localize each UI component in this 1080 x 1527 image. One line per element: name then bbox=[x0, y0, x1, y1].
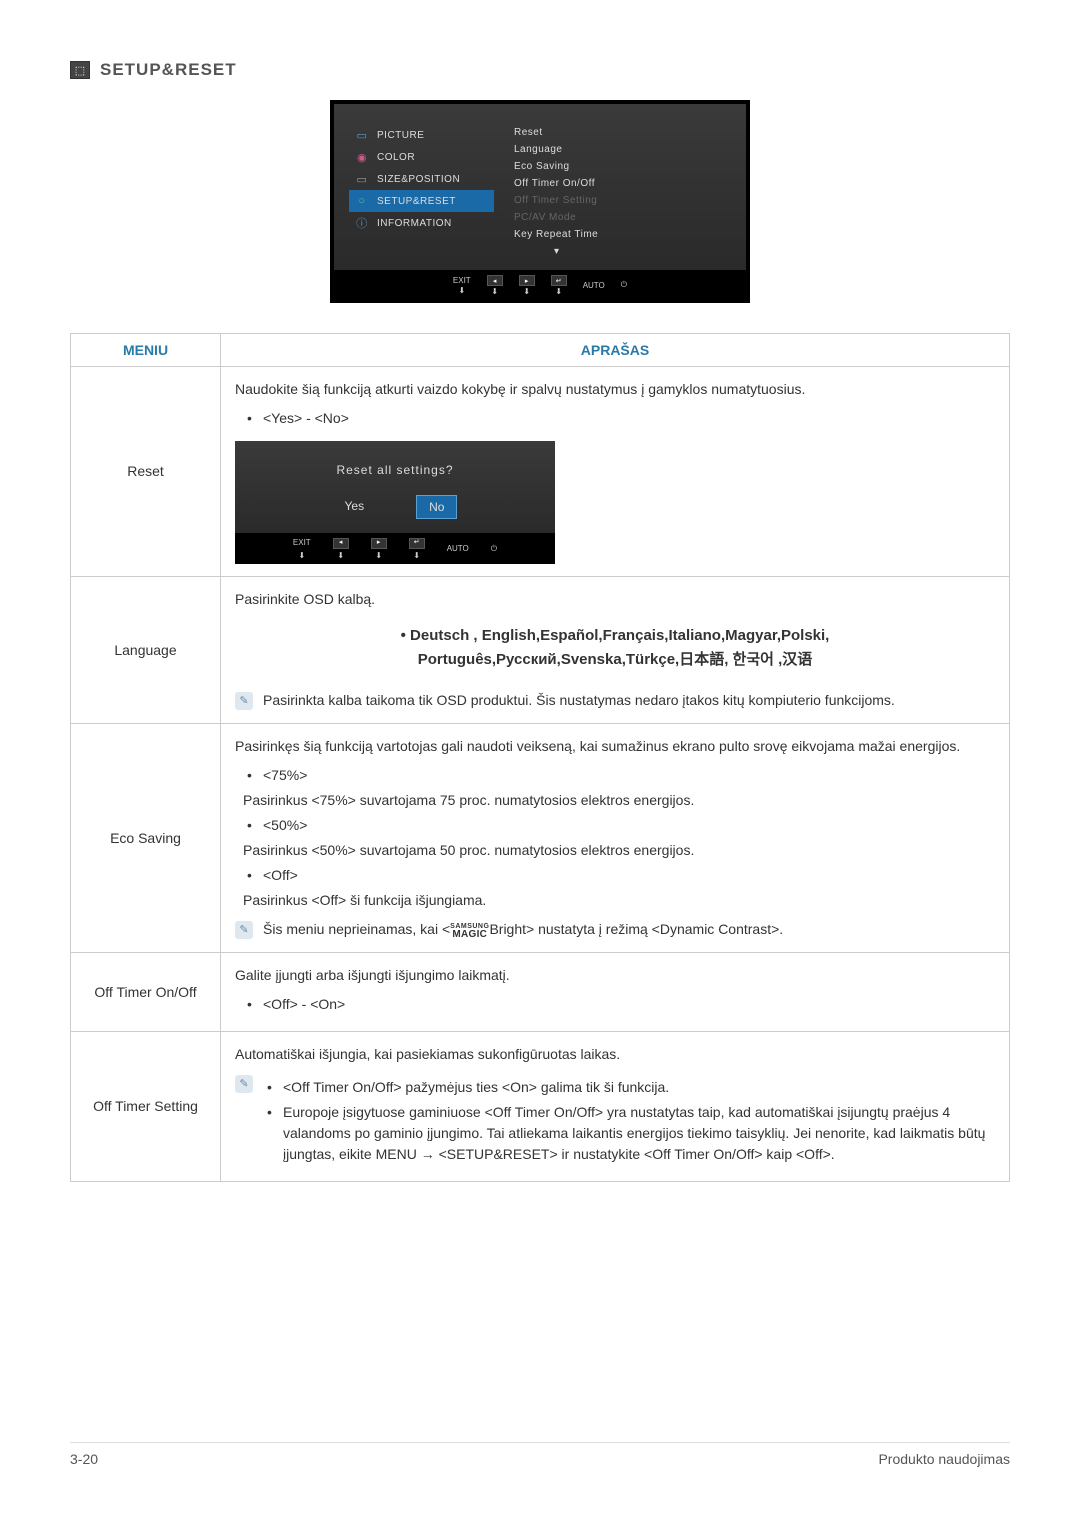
osd-item-label: COLOR bbox=[377, 152, 415, 163]
desc-offtimerset: Automatiškai išjungia, kai pasiekiamas s… bbox=[221, 1032, 1010, 1182]
table-row: Off Timer Setting Automatiškai išjungia,… bbox=[71, 1032, 1010, 1182]
offtimerset-note-2: Europoje įsigytuose gaminiuose <Off Time… bbox=[263, 1102, 995, 1165]
osd-bottom-bar: EXIT⬇ ◂⬇ ▸⬇ ↵⬇ AUTO ⏻ bbox=[334, 270, 746, 299]
offtimerset-note: ✎ <Off Timer On/Off> pažymėjus ties <On>… bbox=[235, 1073, 995, 1169]
language-note: ✎ Pasirinkta kalba taikoma tik OSD produ… bbox=[235, 690, 995, 711]
reset-intro: Naudokite šią funkciją atkurti vaizdo ko… bbox=[235, 379, 995, 400]
osd-right-item: Off Timer On/Off bbox=[514, 175, 726, 192]
osd-bottom-item: EXIT⬇ bbox=[293, 537, 311, 562]
offtimerset-note-1: <Off Timer On/Off> pažymėjus ties <On> g… bbox=[263, 1077, 995, 1098]
eco-note-text: Šis meniu neprieinamas, kai <SAMSUNGMAGI… bbox=[263, 919, 783, 940]
page-footer: 3-20 Produkto naudojimas bbox=[70, 1442, 1010, 1467]
table-row: Off Timer On/Off Galite įjungti arba išj… bbox=[71, 953, 1010, 1032]
osd-item-icon: ⓘ bbox=[355, 217, 369, 229]
osd-bottom-item: AUTO bbox=[447, 543, 469, 556]
reset-no-button: No bbox=[416, 495, 457, 519]
section-heading: SETUP&RESET bbox=[100, 60, 237, 80]
note-icon: ✎ bbox=[235, 692, 253, 710]
osd-screenshot: ▭ PICTURE ◉ COLOR ▭ SIZE&POSITION ○ SETUP&RESET… bbox=[330, 100, 750, 303]
note-icon: ✎ bbox=[235, 921, 253, 939]
table-row: Eco Saving Pasirinkęs šią funkciją varto… bbox=[71, 724, 1010, 953]
reset-dialog-screenshot: Reset all settings? Yes No EXIT⬇ ◂⬇ ▸⬇ ↵⬇ AU… bbox=[235, 441, 555, 564]
desc-reset: Naudokite šią funkciją atkurti vaizdo ko… bbox=[221, 367, 1010, 577]
settings-table: MENIU APRAŠAS Reset Naudokite šią funkci… bbox=[70, 333, 1010, 1182]
footer-label: Produkto naudojimas bbox=[878, 1451, 1010, 1467]
language-list: • Deutsch , English,Español,Français,Ita… bbox=[235, 618, 995, 682]
desc-offtimer: Galite įjungti arba išjungti išjungimo l… bbox=[221, 953, 1010, 1032]
language-note-text: Pasirinkta kalba taikoma tik OSD produkt… bbox=[263, 690, 895, 711]
offtimer-option: <Off> - <On> bbox=[243, 994, 995, 1015]
eco-opt-75: <75%> Pasirinkus <75%> suvartojama 75 pr… bbox=[243, 765, 995, 811]
reset-option: <Yes> - <No> bbox=[243, 408, 995, 429]
osd-item-label: SIZE&POSITION bbox=[377, 174, 460, 185]
osd-right-item: Reset bbox=[514, 124, 726, 141]
osd-left-item: ▭ SIZE&POSITION bbox=[349, 168, 494, 190]
osd-item-label: INFORMATION bbox=[377, 218, 452, 229]
page-number: 3-20 bbox=[70, 1451, 98, 1467]
osd-right-item: Eco Saving bbox=[514, 158, 726, 175]
osd-bottom-item: AUTO bbox=[583, 281, 605, 291]
reset-dialog-bottom: EXIT⬇ ◂⬇ ▸⬇ ↵⬇ AUTO ⏻ bbox=[235, 533, 555, 564]
osd-right-menu: ResetLanguageEco SavingOff Timer On/OffO… bbox=[504, 114, 746, 270]
menu-language: Language bbox=[71, 577, 221, 724]
osd-item-label: PICTURE bbox=[377, 130, 424, 141]
eco-opt-off: <Off> Pasirinkus <Off> ši funkcija išjun… bbox=[243, 865, 995, 911]
th-menu: MENIU bbox=[71, 334, 221, 367]
osd-right-item: ▾ bbox=[514, 243, 726, 260]
menu-eco: Eco Saving bbox=[71, 724, 221, 953]
osd-bottom-item: ◂⬇ bbox=[333, 538, 349, 562]
osd-bottom-item: ▸⬇ bbox=[371, 538, 387, 562]
desc-language: Pasirinkite OSD kalbą. • Deutsch , Engli… bbox=[221, 577, 1010, 724]
reset-yes-button: Yes bbox=[333, 495, 377, 519]
osd-right-item: Language bbox=[514, 141, 726, 158]
osd-bottom-item: ↵⬇ bbox=[409, 538, 425, 562]
eco-note: ✎ Šis meniu neprieinamas, kai <SAMSUNGMA… bbox=[235, 919, 995, 940]
osd-left-item: ▭ PICTURE bbox=[349, 124, 494, 146]
table-row: Reset Naudokite šią funkciją atkurti vai… bbox=[71, 367, 1010, 577]
osd-left-item: ○ SETUP&RESET bbox=[349, 190, 494, 212]
note-icon: ✎ bbox=[235, 1075, 253, 1093]
osd-item-icon: ▭ bbox=[355, 173, 369, 185]
osd-left-item: ◉ COLOR bbox=[349, 146, 494, 168]
osd-bottom-item: ▸⬇ bbox=[519, 275, 535, 296]
section-title: ⬚ SETUP&RESET bbox=[70, 60, 1010, 80]
section-icon: ⬚ bbox=[70, 61, 90, 79]
osd-item-icon: ○ bbox=[355, 195, 369, 207]
osd-left-menu: ▭ PICTURE ◉ COLOR ▭ SIZE&POSITION ○ SETUP&RESET… bbox=[334, 114, 504, 270]
table-row: Language Pasirinkite OSD kalbą. • Deutsc… bbox=[71, 577, 1010, 724]
osd-left-item: ⓘ INFORMATION bbox=[349, 212, 494, 234]
desc-eco: Pasirinkęs šią funkciją vartotojas gali … bbox=[221, 724, 1010, 953]
offtimer-intro: Galite įjungti arba išjungti išjungimo l… bbox=[235, 965, 995, 986]
osd-item-icon: ▭ bbox=[355, 129, 369, 141]
osd-right-item: PC/AV Mode bbox=[514, 209, 726, 226]
osd-bottom-item: ⏻ bbox=[621, 280, 627, 291]
eco-intro: Pasirinkęs šią funkciją vartotojas gali … bbox=[235, 736, 995, 757]
language-intro: Pasirinkite OSD kalbą. bbox=[235, 589, 995, 610]
osd-bottom-item: EXIT⬇ bbox=[453, 276, 471, 295]
osd-bottom-item: ◂⬇ bbox=[487, 275, 503, 296]
reset-dialog-question: Reset all settings? bbox=[255, 461, 535, 479]
osd-right-item: Off Timer Setting bbox=[514, 192, 726, 209]
menu-offtimerset: Off Timer Setting bbox=[71, 1032, 221, 1182]
osd-item-icon: ◉ bbox=[355, 151, 369, 163]
osd-right-item: Key Repeat Time bbox=[514, 226, 726, 243]
th-desc: APRAŠAS bbox=[221, 334, 1010, 367]
menu-offtimer: Off Timer On/Off bbox=[71, 953, 221, 1032]
osd-bottom-item: ↵⬇ bbox=[551, 275, 567, 296]
eco-opt-50: <50%> Pasirinkus <50%> suvartojama 50 pr… bbox=[243, 815, 995, 861]
osd-item-label: SETUP&RESET bbox=[377, 196, 456, 207]
menu-reset: Reset bbox=[71, 367, 221, 577]
offtimerset-intro: Automatiškai išjungia, kai pasiekiamas s… bbox=[235, 1044, 995, 1065]
osd-bottom-item: ⏻ bbox=[491, 543, 497, 556]
